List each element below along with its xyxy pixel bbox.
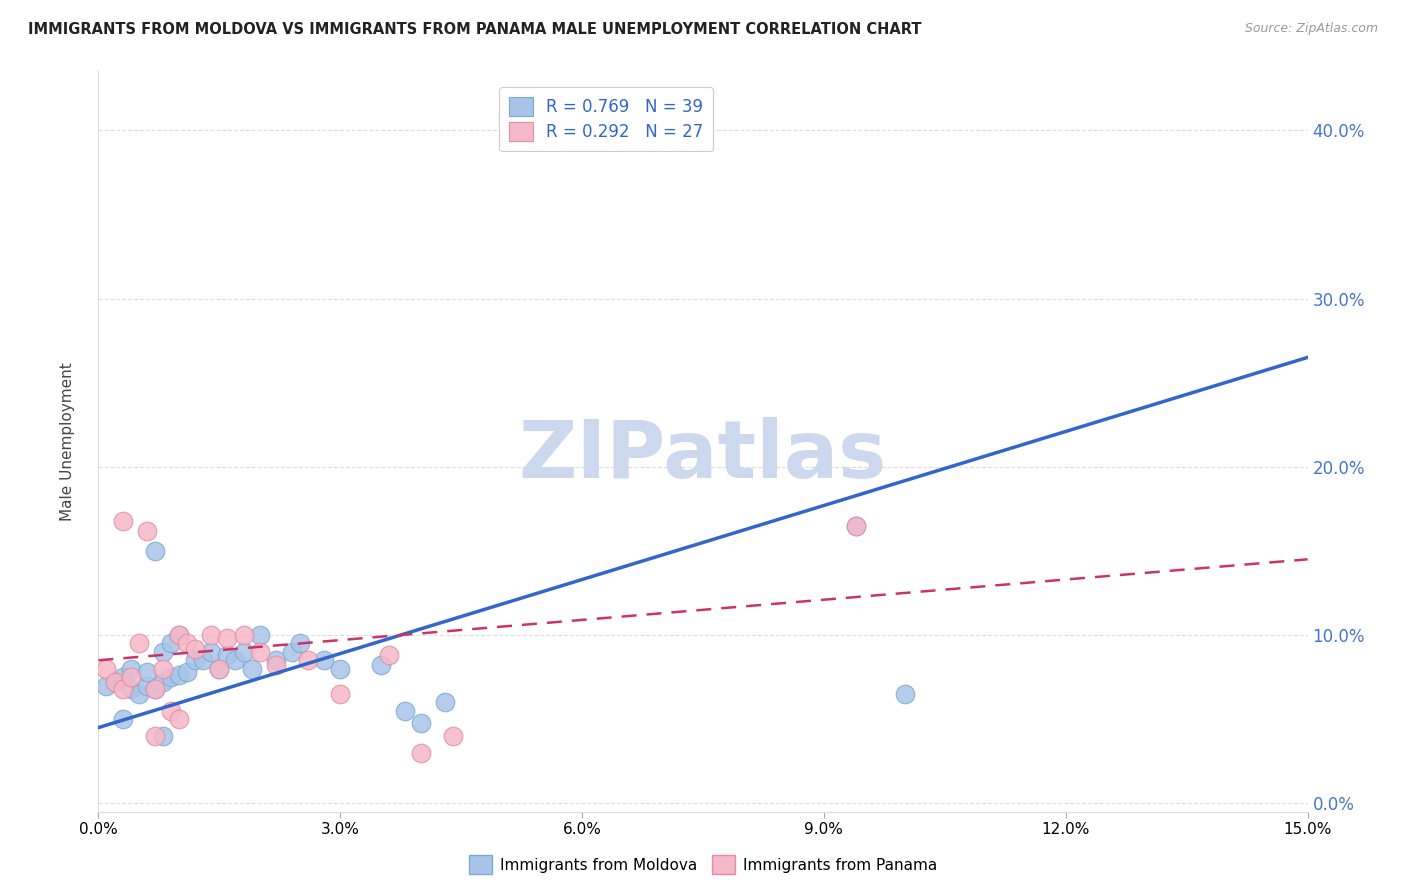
Point xyxy=(176,636,198,650)
Legend: Immigrants from Moldova, Immigrants from Panama: Immigrants from Moldova, Immigrants from… xyxy=(463,849,943,880)
Point xyxy=(120,670,142,684)
Point xyxy=(409,715,432,730)
Point xyxy=(128,636,150,650)
Point xyxy=(409,746,432,760)
Text: IMMIGRANTS FROM MOLDOVA VS IMMIGRANTS FROM PANAMA MALE UNEMPLOYMENT CORRELATION : IMMIGRANTS FROM MOLDOVA VS IMMIGRANTS FR… xyxy=(28,22,921,37)
Point xyxy=(152,662,174,676)
Point xyxy=(893,687,915,701)
Point xyxy=(103,675,125,690)
Point xyxy=(152,729,174,743)
Point xyxy=(152,645,174,659)
Point xyxy=(370,658,392,673)
Point xyxy=(232,628,254,642)
Point xyxy=(184,653,207,667)
Point xyxy=(143,681,166,696)
Point xyxy=(135,524,157,538)
Point xyxy=(224,653,246,667)
Point xyxy=(240,662,263,676)
Point xyxy=(208,662,231,676)
Point xyxy=(434,695,457,709)
Point xyxy=(160,704,183,718)
Y-axis label: Male Unemployment: Male Unemployment xyxy=(60,362,75,521)
Point xyxy=(111,514,134,528)
Point xyxy=(167,628,190,642)
Point xyxy=(377,648,399,663)
Point xyxy=(143,544,166,558)
Text: Source: ZipAtlas.com: Source: ZipAtlas.com xyxy=(1244,22,1378,36)
Point xyxy=(184,641,207,656)
Point xyxy=(128,687,150,701)
Point xyxy=(120,681,142,696)
Point xyxy=(103,675,125,690)
Point xyxy=(329,687,352,701)
Point xyxy=(845,518,868,533)
Point xyxy=(111,670,134,684)
Point xyxy=(111,681,134,696)
Point xyxy=(845,518,868,533)
Point xyxy=(264,658,287,673)
Point xyxy=(200,628,222,642)
Point xyxy=(160,670,183,684)
Point xyxy=(249,645,271,659)
Point xyxy=(167,712,190,726)
Point xyxy=(329,662,352,676)
Point xyxy=(297,653,319,667)
Point xyxy=(441,729,464,743)
Point xyxy=(281,645,304,659)
Point xyxy=(160,636,183,650)
Legend: R = 0.769   N = 39, R = 0.292   N = 27: R = 0.769 N = 39, R = 0.292 N = 27 xyxy=(499,87,713,152)
Point xyxy=(208,662,231,676)
Text: ZIPatlas: ZIPatlas xyxy=(519,417,887,495)
Point xyxy=(135,679,157,693)
Point xyxy=(264,653,287,667)
Point xyxy=(167,668,190,682)
Point xyxy=(176,665,198,679)
Point xyxy=(217,632,239,646)
Point xyxy=(143,729,166,743)
Point xyxy=(152,675,174,690)
Point xyxy=(96,662,118,676)
Point xyxy=(217,648,239,663)
Point xyxy=(288,636,311,650)
Point xyxy=(135,665,157,679)
Point xyxy=(249,628,271,642)
Point xyxy=(193,653,215,667)
Point xyxy=(232,645,254,659)
Point xyxy=(167,628,190,642)
Point xyxy=(111,712,134,726)
Point xyxy=(120,662,142,676)
Point xyxy=(96,679,118,693)
Point xyxy=(394,704,416,718)
Point xyxy=(200,645,222,659)
Point xyxy=(143,681,166,696)
Point xyxy=(314,653,336,667)
